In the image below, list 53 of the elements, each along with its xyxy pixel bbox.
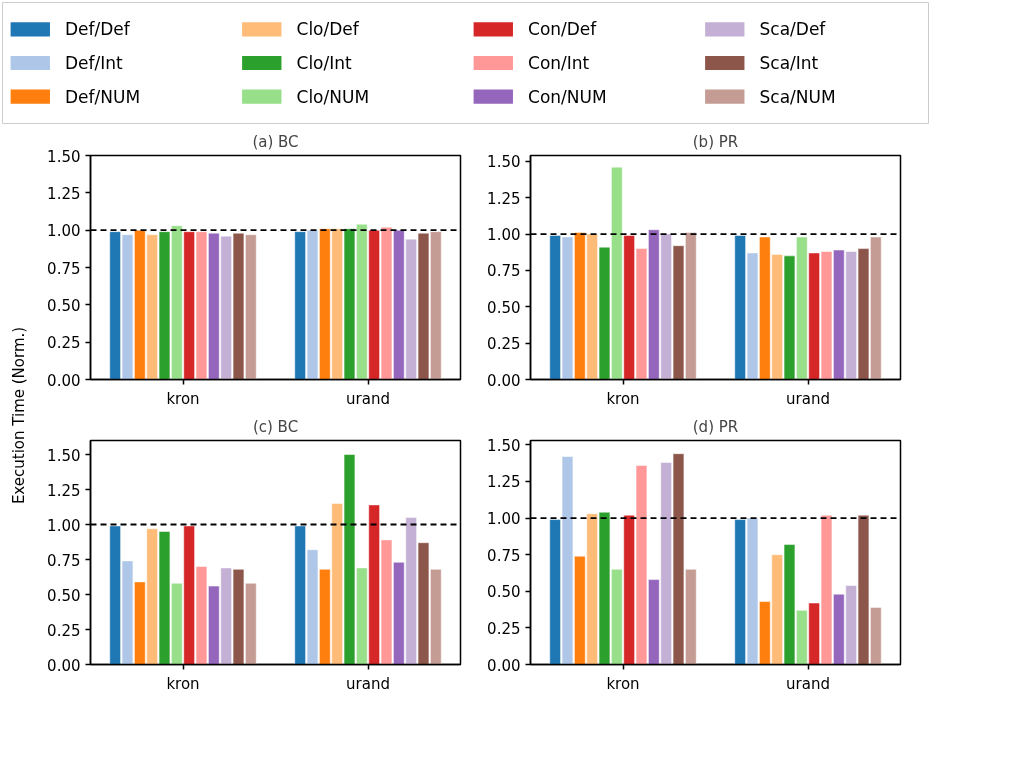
y-tick-label: 1.25	[47, 481, 81, 500]
x-tick-label: kron	[166, 389, 200, 408]
y-tick-label: 0.75	[47, 551, 81, 570]
x-tick-label: urand	[346, 674, 390, 693]
legend-label: Def/Int	[65, 53, 124, 73]
y-tick-label: 0.50	[47, 586, 81, 605]
y-tick-label: 0.75	[487, 262, 521, 281]
y-tick-label: 1.50	[47, 446, 81, 465]
legend-label: Def/Def	[65, 19, 131, 40]
y-tick-label: 0.50	[487, 298, 521, 317]
legend-label: Def/NUM	[65, 86, 141, 107]
legend-label: Con/NUM	[528, 86, 607, 107]
y-tick-label: 0.25	[487, 619, 521, 638]
legend-label: Sca/NUM	[759, 86, 836, 107]
y-tick-label: 1.50	[487, 153, 521, 172]
legend-label: Clo/Int	[296, 53, 353, 73]
chart-title: (d) PR	[692, 417, 739, 436]
legend-label: Con/Int	[528, 53, 590, 73]
y-tick-label: 1.00	[487, 226, 521, 245]
y-tick-label: 1.00	[487, 510, 521, 529]
y-tick-label: 1.25	[487, 189, 521, 208]
legend-label: Con/Def	[528, 19, 598, 40]
y-tick-label: 1.00	[47, 516, 81, 535]
y-tick-label: 0.25	[47, 621, 81, 640]
y-tick-label: 1.25	[487, 473, 521, 492]
y-tick-label: 1.50	[47, 147, 81, 166]
y-tick-label: 1.00	[47, 222, 81, 241]
chart-title: (b) PR	[692, 132, 739, 151]
x-tick-label: urand	[786, 389, 830, 408]
y-tick-label: 0.25	[487, 335, 521, 354]
legend-label: Sca/Def	[759, 19, 827, 40]
x-tick-label: kron	[606, 674, 640, 693]
x-tick-label: urand	[786, 674, 830, 693]
x-tick-label: urand	[346, 389, 390, 408]
legend-label: Sca/Int	[759, 53, 819, 73]
y-tick-label: 0.25	[47, 334, 81, 353]
y-tick-label: 0.00	[47, 371, 81, 390]
y-axis-title: Execution Time (Norm.)	[9, 326, 28, 505]
x-tick-label: kron	[606, 389, 640, 408]
x-tick-label: kron	[166, 674, 200, 693]
y-tick-label: 0.50	[487, 583, 521, 602]
y-tick-label: 1.50	[487, 436, 521, 455]
legend-label: Clo/Def	[296, 19, 360, 40]
chart-title: (a) BC	[252, 132, 299, 151]
y-tick-label: 1.25	[47, 184, 81, 203]
chart-title: (c) BC	[252, 417, 299, 436]
y-tick-label: 0.00	[487, 656, 521, 675]
y-tick-label: 0.75	[487, 546, 521, 565]
legend-label: Clo/NUM	[296, 86, 370, 107]
y-tick-label: 0.00	[487, 371, 521, 390]
y-tick-label: 0.00	[47, 656, 81, 675]
y-tick-label: 0.50	[47, 296, 81, 315]
y-tick-label: 0.75	[47, 259, 81, 278]
